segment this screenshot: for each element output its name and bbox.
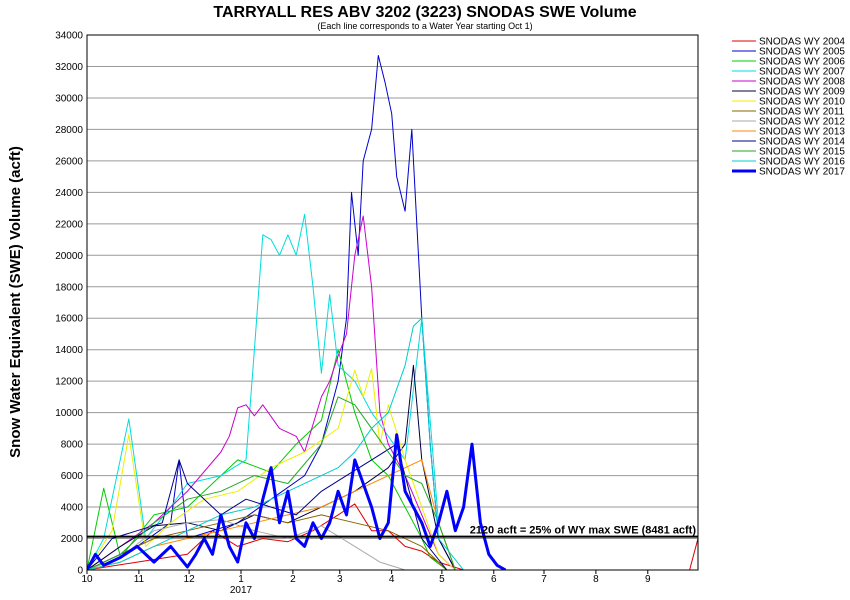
legend-entry-label: SNODAS WY 2017 <box>759 167 845 178</box>
x-tick-label: 6 <box>491 574 497 585</box>
chart-subtitle: (Each line corresponds to a Water Year s… <box>317 21 532 31</box>
x-tick-label: 11 <box>134 574 145 585</box>
y-tick-label: 8000 <box>61 440 84 451</box>
y-tick-label: 10000 <box>55 408 83 419</box>
series-line-snodas-wy-2008 <box>87 215 456 570</box>
series-line-snodas-wy-2016 <box>87 317 464 570</box>
legend-entry-label: SNODAS WY 2006 <box>759 57 845 68</box>
series-line-snodas-wy-2017 <box>87 433 507 570</box>
y-tick-label: 6000 <box>61 471 84 482</box>
x-tick-label: 7 <box>541 574 547 585</box>
y-tick-label: 32000 <box>55 62 83 73</box>
legend-entry-label: SNODAS WY 2011 <box>759 107 845 118</box>
y-tick-label: 4000 <box>61 503 84 514</box>
y-tick-label: 28000 <box>55 125 83 136</box>
series-lines <box>87 55 698 570</box>
legend-entry-label: SNODAS WY 2007 <box>759 67 845 78</box>
legend-entry-label: SNODAS WY 2016 <box>759 157 845 168</box>
series-line-snodas-wy-2005 <box>87 55 456 570</box>
series-line-snodas-wy-2010 <box>87 368 456 570</box>
legend-entry-label: SNODAS WY 2012 <box>759 117 845 128</box>
x-tick-label: 10 <box>81 574 93 585</box>
series-line-snodas-wy-2015 <box>87 396 456 570</box>
y-axis-label: Snow Water Equivalent (SWE) Volume (acft… <box>7 146 24 458</box>
chart-title: TARRYALL RES ABV 3202 (3223) SNODAS SWE … <box>213 4 636 21</box>
legend-entry-label: SNODAS WY 2004 <box>759 37 845 48</box>
y-tick-label: 0 <box>77 566 83 577</box>
series-line-snodas-wy-2012 <box>87 519 406 570</box>
legend-entry-label: SNODAS WY 2008 <box>759 77 845 88</box>
y-tick-label: 12000 <box>55 377 83 388</box>
y-axis-ticks: 0 2000 4000 6000 8000 10000 12000 14000 16000 180… <box>55 31 83 577</box>
y-tick-label: 14000 <box>55 345 83 356</box>
series-line-snodas-wy-2006 <box>87 349 448 570</box>
x-tick-label: 3 <box>337 574 343 585</box>
plot-frame <box>86 34 699 571</box>
y-tick-label: 24000 <box>55 188 83 199</box>
threshold-label: 2120 acft = 25% of WY max SWE (8481 acft… <box>470 525 697 537</box>
x-tick-label: 4 <box>389 574 395 585</box>
legend-entry-label: SNODAS WY 2014 <box>759 137 845 148</box>
legend-entry-label: SNODAS WY 2013 <box>759 127 845 138</box>
y-tick-label: 34000 <box>55 31 83 42</box>
x-tick-label: 9 <box>645 574 651 585</box>
y-tick-label: 26000 <box>55 156 83 167</box>
x-tick-label: 2 <box>290 574 296 585</box>
legend-entry-label: SNODAS WY 2015 <box>759 147 845 158</box>
y-tick-label: 20000 <box>55 251 83 262</box>
y-tick-label: 22000 <box>55 219 83 230</box>
legend-entry-label: SNODAS WY 2009 <box>759 87 845 98</box>
legend-entry-label: SNODAS WY 2010 <box>759 97 845 108</box>
series-line-snodas-wy-2007 <box>87 213 456 570</box>
x-tick-label: 5 <box>439 574 445 585</box>
threshold-line-group: 2120 acft = 25% of WY max SWE (8481 acft… <box>87 525 698 538</box>
x-tick-label: 12 <box>184 574 196 585</box>
y-tick-label: 2000 <box>61 534 84 545</box>
y-tick-label: 18000 <box>55 282 83 293</box>
y-tick-label: 30000 <box>55 93 83 104</box>
y-tick-label: 16000 <box>55 314 83 325</box>
x-year-label: 2017 <box>230 585 253 596</box>
x-tick-label: 1 <box>238 574 244 585</box>
legend-entry-label: SNODAS WY 2005 <box>759 47 845 58</box>
series-line-snodas-wy-2014 <box>87 443 448 570</box>
x-tick-label: 8 <box>593 574 599 585</box>
